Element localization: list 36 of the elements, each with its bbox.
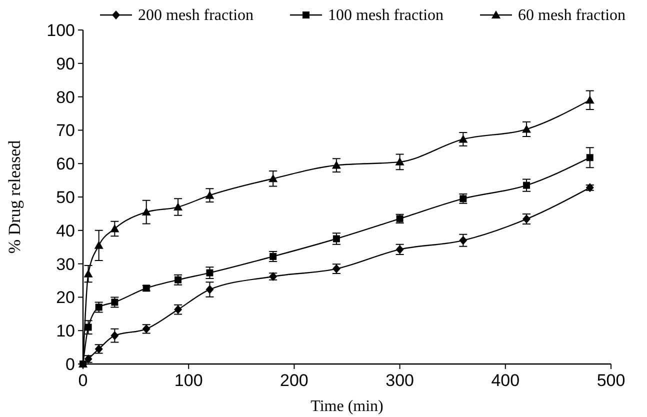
x-tick-label: 300: [386, 371, 414, 390]
point: [110, 224, 120, 232]
point: [522, 124, 532, 133]
y-tick-label: 0: [66, 354, 75, 374]
point: [458, 134, 468, 143]
y-tick-label: 100: [46, 20, 75, 40]
y-tick-label: 30: [56, 254, 75, 274]
y-tick-label: 20: [56, 288, 75, 308]
point: [268, 174, 278, 182]
point: [332, 160, 341, 169]
legend-label: 60 mesh fraction: [518, 7, 626, 24]
point: [205, 190, 214, 199]
y-tick-label: 80: [56, 88, 75, 107]
y-tick-label: 10: [56, 322, 75, 341]
point: [395, 157, 404, 166]
legend-label: 100 mesh fraction: [328, 7, 444, 24]
y-tick-label: 90: [56, 54, 75, 74]
x-tick-label: 200: [280, 371, 308, 390]
x-tick-label: 0: [78, 371, 88, 390]
x-axis-title: Time (min): [310, 398, 384, 415]
y-tick-label: 50: [56, 188, 75, 207]
x-tick-label: 400: [491, 371, 520, 390]
y-tick-label: 40: [56, 221, 75, 240]
legend-label: 200 mesh fraction: [138, 7, 254, 24]
point: [142, 208, 151, 216]
point: [206, 285, 214, 294]
point: [585, 96, 594, 104]
y-tick-label: 60: [56, 154, 75, 174]
point: [174, 202, 183, 211]
point: [84, 269, 93, 278]
y-axis-title: % Drug released: [5, 140, 24, 254]
y-tick-label: 70: [56, 121, 75, 140]
point: [94, 240, 104, 249]
x-tick-label: 500: [596, 371, 626, 390]
point: [110, 331, 119, 340]
x-tick-label: 100: [174, 371, 203, 390]
